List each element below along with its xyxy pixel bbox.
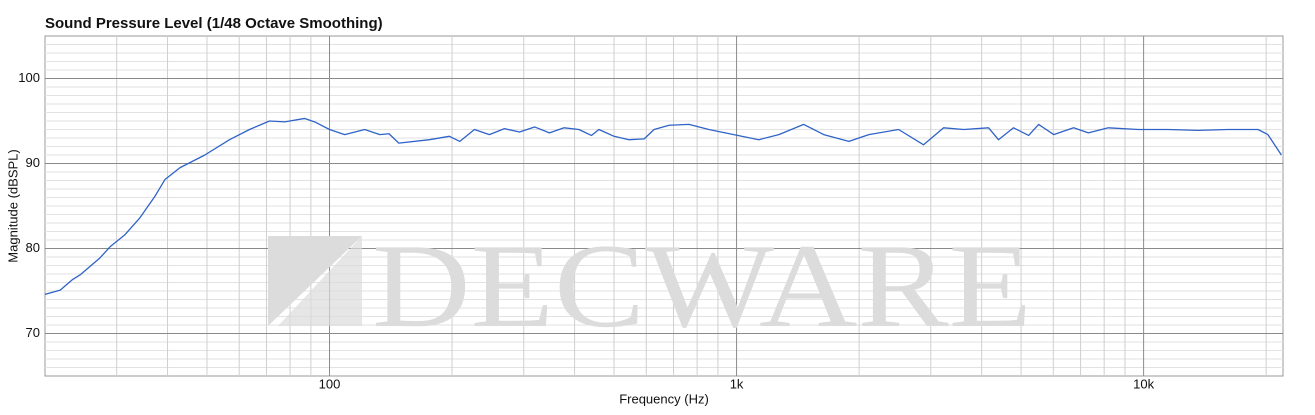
y-tick-label: 70: [26, 325, 40, 340]
y-axis-label: Magnitude (dBSPL): [5, 149, 20, 262]
watermark-logo: [278, 236, 362, 326]
y-tick-label: 90: [26, 155, 40, 170]
marks: [44, 117, 1282, 296]
x-tick-label: 10k: [1133, 376, 1154, 391]
chart-title: Sound Pressure Level (1/48 Octave Smooth…: [45, 15, 383, 32]
watermark-logo: [268, 236, 362, 326]
line-series: [44, 117, 1282, 296]
x-axis-label: Frequency (Hz): [619, 391, 709, 406]
x-tick-label: 1k: [730, 376, 744, 391]
x-tick-label: 100: [319, 376, 341, 391]
y-tick-label: 80: [26, 240, 40, 255]
y-tick-label: 100: [18, 70, 40, 85]
watermark: DECWARE: [372, 219, 1032, 352]
grid: [45, 36, 1283, 376]
